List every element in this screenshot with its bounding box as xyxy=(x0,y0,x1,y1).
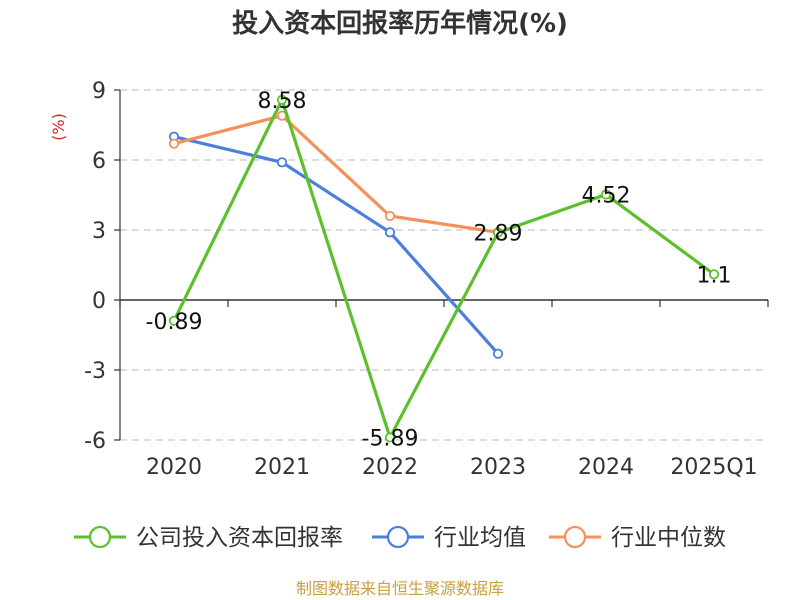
y-tick-label: 0 xyxy=(92,289,106,314)
y-axis-unit: (%) xyxy=(49,113,68,141)
legend-marker xyxy=(88,525,112,549)
x-tick-label: 2024 xyxy=(578,455,634,480)
series-line-0 xyxy=(172,98,715,440)
x-tick-label: 2025Q1 xyxy=(670,455,757,480)
data-point xyxy=(600,189,612,200)
data-point xyxy=(276,157,288,168)
data-point xyxy=(168,138,180,149)
legend-marker xyxy=(563,525,587,549)
legend-item: 行业中位数 xyxy=(549,525,726,551)
series-line-1 xyxy=(173,135,500,355)
grid xyxy=(120,89,768,441)
legend-label: 公司投入资本回报率 xyxy=(136,525,343,551)
data-point xyxy=(384,432,396,443)
legend-label: 行业中位数 xyxy=(611,525,726,551)
x-tick-label: 2022 xyxy=(362,455,418,480)
x-tick-label: 2020 xyxy=(146,455,202,480)
data-point xyxy=(276,94,288,105)
legend-item: 行业均值 xyxy=(372,525,526,551)
x-tick-label: 2023 xyxy=(470,455,526,480)
data-point xyxy=(492,348,504,359)
chart-title: 投入资本回报率历年情况(%) xyxy=(232,8,568,39)
axes: 9 6 3 0 -3 -6 2020 2021 2022 2023 2024 2025Q1 xyxy=(84,79,769,480)
x-tick-label: 2021 xyxy=(254,455,310,480)
data-point xyxy=(384,210,396,222)
y-tick-label: 3 xyxy=(92,219,106,244)
legend: 公司投入资本回报率 行业均值 行业中位数 xyxy=(74,525,726,551)
legend-label: 行业均值 xyxy=(434,525,526,551)
data-point xyxy=(708,269,720,280)
y-tick-label: 6 xyxy=(92,149,106,174)
data-label: 4.52 xyxy=(582,184,631,209)
data-point xyxy=(384,227,396,238)
data-label: -5.89 xyxy=(362,426,419,451)
data-label: 8.58 xyxy=(258,89,307,114)
series-layer xyxy=(168,94,720,443)
data-point xyxy=(492,227,504,238)
y-tick-label: 9 xyxy=(92,79,106,104)
legend-item: 公司投入资本回报率 xyxy=(74,525,343,551)
data-label: 1.1 xyxy=(697,263,732,288)
data-point xyxy=(168,315,180,326)
series-line-2 xyxy=(173,114,499,234)
data-label: 2.89 xyxy=(474,222,523,247)
data-labels: -0.89 8.58 -5.89 2.89 4.52 1.1 xyxy=(146,89,732,452)
source-note: 制图数据来自恒生聚源数据库 xyxy=(296,579,504,598)
legend-marker xyxy=(386,525,410,549)
y-tick-label: -3 xyxy=(84,359,106,384)
data-label: -0.89 xyxy=(146,310,203,335)
y-tick-label: -6 xyxy=(84,429,106,454)
